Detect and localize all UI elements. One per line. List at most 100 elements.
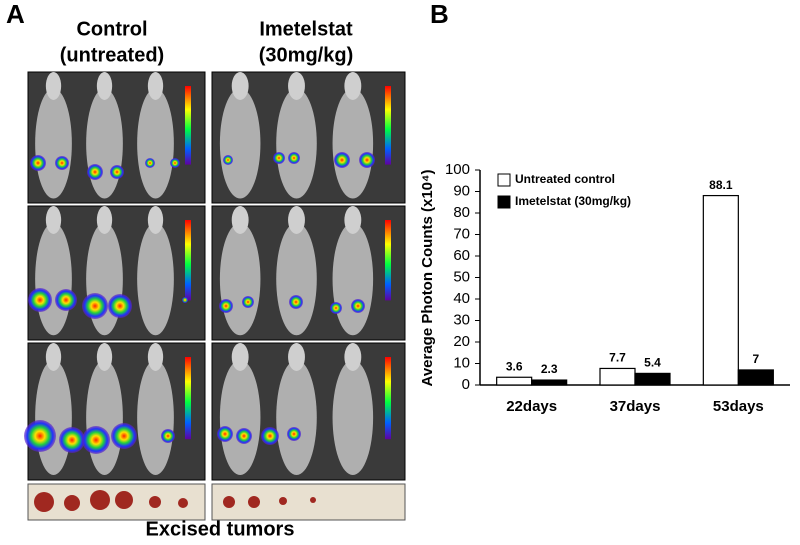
signal <box>330 302 342 314</box>
mouse <box>35 88 72 199</box>
signal <box>108 294 132 318</box>
signal <box>359 152 375 168</box>
signal <box>145 158 155 168</box>
signal <box>110 165 124 179</box>
signal <box>161 429 175 443</box>
signal <box>334 152 350 168</box>
y-tick-label: 0 <box>462 376 470 393</box>
color-scale <box>385 86 391 165</box>
mouse <box>276 359 317 476</box>
bar <box>599 367 636 386</box>
column-header: Imetelstat <box>259 18 353 40</box>
tumor <box>149 496 161 508</box>
mouse-head <box>147 206 164 234</box>
mouse-head <box>231 206 249 234</box>
mouse-head <box>288 343 305 371</box>
mouse-head <box>45 206 62 234</box>
signal <box>28 288 52 312</box>
y-tick-label: 90 <box>453 182 470 199</box>
tumor <box>248 496 260 508</box>
mouse-head <box>344 343 362 371</box>
mouse-head <box>231 343 249 371</box>
y-axis-title: Average Photon Counts (x10⁴) <box>419 170 436 387</box>
signal <box>82 293 108 319</box>
y-tick-label: 80 <box>453 204 470 221</box>
mouse <box>276 88 317 199</box>
column-header: (untreated) <box>60 44 164 66</box>
mouse-head <box>96 72 113 100</box>
signal <box>219 299 233 313</box>
panel-label: B <box>430 0 449 29</box>
mouse <box>219 88 261 199</box>
signal <box>30 155 46 171</box>
signal <box>82 426 110 454</box>
tumor <box>310 497 316 503</box>
color-scale <box>185 357 191 440</box>
color-scale <box>185 220 191 301</box>
bar <box>531 379 568 386</box>
mouse <box>219 222 261 336</box>
x-tick-label: 37days <box>610 398 661 415</box>
value-label: 7 <box>752 352 759 366</box>
signal <box>55 156 69 170</box>
column-header: Control <box>76 18 147 40</box>
value-label: 5.4 <box>644 356 661 370</box>
mouse-head <box>45 343 62 371</box>
tumor <box>115 491 133 509</box>
tumor-strip <box>211 483 406 521</box>
tumor <box>90 490 110 510</box>
y-tick-label: 60 <box>453 247 470 264</box>
legend-swatch <box>497 173 511 187</box>
y-tick-label: 70 <box>453 225 470 242</box>
mouse-head <box>344 206 362 234</box>
signal <box>55 289 77 311</box>
signal <box>217 426 233 442</box>
tumor <box>279 497 287 505</box>
mouse <box>332 359 374 476</box>
legend-label: Imetelstat (30mg/kg) <box>515 194 631 208</box>
signal <box>242 296 254 308</box>
mouse <box>35 222 72 336</box>
column-header: (30mg/kg) <box>259 44 353 66</box>
mouse <box>137 88 174 199</box>
bar <box>634 372 671 386</box>
mouse-head <box>288 72 305 100</box>
mouse-head <box>147 72 164 100</box>
mouse-head <box>147 343 164 371</box>
signal <box>182 297 188 303</box>
legend-label: Untreated control <box>515 172 615 186</box>
mouse <box>219 359 261 476</box>
signal <box>351 299 365 313</box>
signal <box>111 423 137 449</box>
y-tick-label: 40 <box>453 290 470 307</box>
y-tick-label: 50 <box>453 268 470 285</box>
value-label: 3.6 <box>506 359 523 373</box>
mouse <box>332 88 374 199</box>
mouse-head <box>231 72 249 100</box>
y-tick-label: 30 <box>453 311 470 328</box>
legend-swatch <box>497 195 511 209</box>
signal <box>87 164 103 180</box>
mouse <box>276 222 317 336</box>
signal <box>24 420 56 452</box>
signal <box>59 427 85 453</box>
imaging-panel <box>24 71 406 521</box>
signal <box>223 155 233 165</box>
mouse <box>137 222 174 336</box>
signal <box>289 295 303 309</box>
mouse-head <box>96 206 113 234</box>
signal <box>261 427 279 445</box>
x-tick-label: 22days <box>506 398 557 415</box>
color-scale <box>385 357 391 440</box>
mouse-head <box>96 343 113 371</box>
value-label: 7.7 <box>609 351 626 365</box>
mouse <box>86 88 123 199</box>
mouse <box>332 222 374 336</box>
tumor <box>223 496 235 508</box>
value-label: 2.3 <box>541 362 558 376</box>
signal <box>273 152 285 164</box>
signal <box>288 152 300 164</box>
tumor <box>34 492 54 512</box>
panel-label: A <box>6 0 25 29</box>
